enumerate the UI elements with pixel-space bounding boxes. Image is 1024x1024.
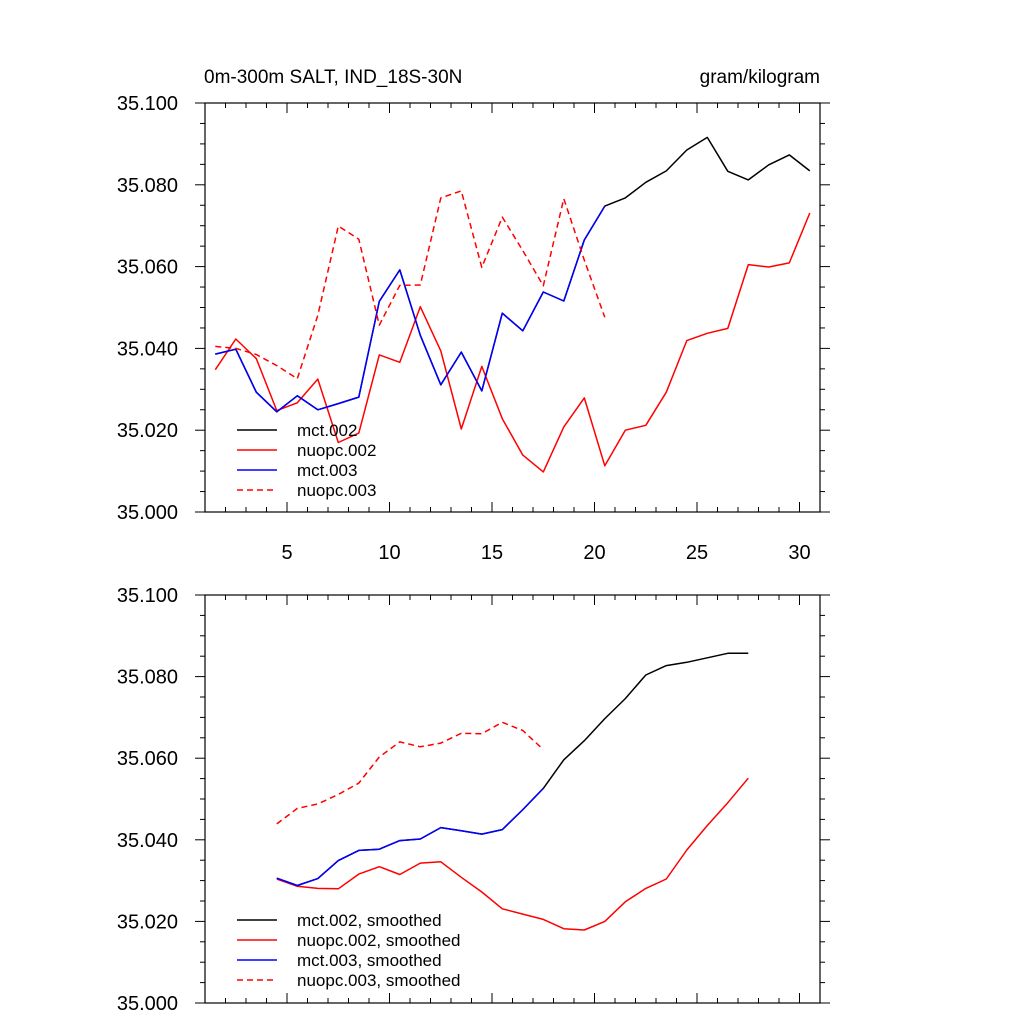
y-tick-label: 35.060 <box>117 748 178 770</box>
y-tick-label: 35.000 <box>117 993 178 1015</box>
chart-units: gram/kilogram <box>700 67 820 88</box>
series-line-mct-003 <box>215 205 606 413</box>
legend-label: nuopc.002, smoothed <box>297 931 461 950</box>
y-tick-label: 35.060 <box>117 257 178 279</box>
legend-label: nuopc.003 <box>297 481 376 500</box>
legend-label: mct.002, smoothed <box>297 911 442 930</box>
x-tick-label: 5 <box>281 542 292 564</box>
legend-label: nuopc.003, smoothed <box>297 971 461 990</box>
raw-panel: 5 10 15 20 25 30 35.000 35.020 35.040 35.060 35.08… <box>117 93 830 564</box>
series-line-mct-002 <box>215 136 811 413</box>
y-tick-label: 35.020 <box>117 911 178 933</box>
series-line-mct-003-smoothed <box>276 787 544 887</box>
series-line-nuopc-002 <box>214 212 811 473</box>
y-tick-label: 35.000 <box>117 502 178 524</box>
legend-label: nuopc.002 <box>297 441 376 460</box>
x-tick-label: 25 <box>686 542 708 564</box>
y-tick-label: 35.020 <box>117 420 178 442</box>
series-line-nuopc-003 <box>215 190 606 380</box>
legend-label: mct.002 <box>297 421 357 440</box>
y-tick-label: 35.040 <box>117 338 178 360</box>
series-line-nuopc-003-smoothed <box>276 721 544 825</box>
chart-title: 0m-300m SALT, IND_18S-30N <box>204 67 462 88</box>
y-tick-label: 35.100 <box>117 93 178 115</box>
x-tick-label: 30 <box>788 542 810 564</box>
x-tick-label: 15 <box>481 542 503 564</box>
y-tick-label: 35.080 <box>117 175 178 197</box>
y-tick-label: 35.040 <box>117 830 178 852</box>
legend-label: mct.003, smoothed <box>297 951 442 970</box>
y-tick-label: 35.100 <box>117 585 178 607</box>
series-line-nuopc-002-smoothed <box>276 777 749 931</box>
y-tick-label: 35.080 <box>117 667 178 689</box>
x-tick-label: 10 <box>378 542 400 564</box>
legend-label: mct.003 <box>297 461 357 480</box>
x-tick-label: 20 <box>583 542 605 564</box>
smoothed-panel: 35.000 35.020 35.040 35.060 35.080 35.100 mct.… <box>117 585 830 1015</box>
series-line-mct-002-smoothed <box>276 652 749 887</box>
